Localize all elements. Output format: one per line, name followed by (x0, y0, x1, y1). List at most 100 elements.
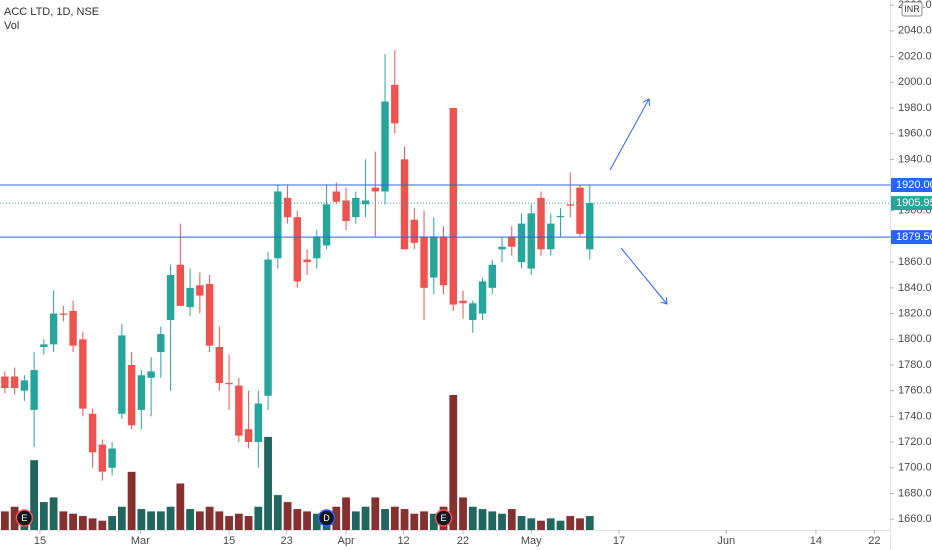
candle-body (283, 197, 292, 218)
candle-body (430, 236, 438, 278)
candle-body (88, 413, 97, 453)
candle-body (498, 246, 506, 250)
volume-bar (556, 520, 565, 530)
x-tick-label: 15 (34, 535, 46, 547)
volume-bar (488, 511, 497, 530)
volume-bar (390, 506, 399, 530)
plot-area (0, 50, 890, 530)
candle-body (215, 346, 224, 383)
volume-bar (332, 506, 341, 530)
volume-bar (342, 497, 350, 530)
x-tick-label: Apr (337, 535, 354, 547)
volume-bar (127, 471, 136, 530)
x-tick-label: 15 (223, 535, 235, 547)
candle-body (244, 429, 253, 443)
candle-body (391, 84, 399, 124)
event-marker (15, 509, 34, 527)
volume-bar (459, 497, 467, 530)
candle-body (576, 187, 584, 234)
x-tick-label: Jun (717, 535, 735, 547)
volume-bar (98, 520, 107, 530)
candle-body (488, 264, 496, 288)
candle-body (322, 204, 331, 246)
candle-body (478, 281, 487, 314)
last-price-label: 1905.95 (896, 197, 932, 209)
candle-body (469, 303, 477, 320)
candle-body (527, 213, 535, 269)
chart-title: ACC LTD, 1D, NSE (4, 6, 99, 18)
candle-body (293, 217, 302, 282)
candle-body (108, 448, 116, 468)
volume-bar (10, 506, 19, 530)
candle-body (439, 236, 448, 286)
candle-body (420, 236, 428, 288)
volume-bar (0, 511, 9, 530)
candle-body (59, 313, 68, 315)
candle-body (254, 403, 263, 443)
event-label: E (21, 513, 27, 523)
volume-bar (361, 506, 370, 530)
candle-body (186, 287, 194, 308)
volume-bar (303, 511, 311, 530)
candle-body (566, 204, 574, 206)
volume-bar (585, 516, 594, 530)
y-tick-label: 1760.00 (898, 385, 932, 397)
volume-bar (293, 509, 302, 530)
candle-body (342, 200, 350, 222)
volume-bar (147, 511, 155, 530)
y-tick-label: 1860.00 (898, 256, 932, 268)
level-label: 1920.00 (896, 179, 932, 191)
volume-bar (576, 518, 584, 530)
x-tick-label: 22 (457, 535, 469, 547)
volume-bar (88, 518, 97, 530)
volume-bar (49, 497, 58, 530)
volume-bar (166, 506, 175, 530)
y-tick-label: 1740.00 (898, 410, 932, 422)
volume-bar (381, 509, 389, 530)
candle-body (118, 335, 126, 414)
candle-body (157, 334, 165, 353)
event-label: E (441, 513, 447, 523)
volume-bar (69, 513, 78, 530)
y-tick-label: 1820.00 (898, 307, 932, 319)
y-tick-label: 1940.00 (898, 153, 932, 165)
volume-bar (283, 502, 292, 530)
volume-bar (507, 509, 516, 530)
volume-bar (517, 516, 526, 530)
candle-body (127, 364, 136, 426)
volume-bar (468, 506, 477, 530)
volume-bar (371, 497, 380, 530)
candle-body (556, 215, 565, 218)
candle-body (410, 219, 418, 243)
volume-bar (498, 513, 506, 530)
x-tick-label: 17 (613, 535, 625, 547)
y-tick-label: 1780.00 (898, 359, 932, 371)
volume-bar (351, 511, 360, 530)
candle-body (264, 259, 272, 396)
volume-bar (254, 506, 263, 530)
x-tick-label: 14 (810, 535, 822, 547)
currency-box (901, 1, 923, 17)
candle-body (10, 376, 19, 389)
event-marker (434, 509, 453, 527)
candle-body (79, 339, 87, 409)
volume-bar (264, 436, 272, 530)
volume-bar (546, 518, 555, 530)
candle-body (1, 376, 9, 389)
candle-body (147, 371, 155, 378)
volume-bar (225, 516, 233, 530)
candle-body (20, 380, 29, 391)
candle-body (274, 191, 282, 259)
volume-bar (566, 516, 575, 530)
candle-body (332, 191, 341, 202)
volume-bar (195, 511, 204, 530)
level-box (891, 178, 932, 193)
x-tick-label: 22 (868, 535, 880, 547)
volume-bar (39, 502, 48, 530)
candle-body (381, 101, 389, 192)
volume-bar (478, 509, 487, 530)
candle-body (30, 370, 38, 410)
volume-bar (156, 511, 165, 530)
